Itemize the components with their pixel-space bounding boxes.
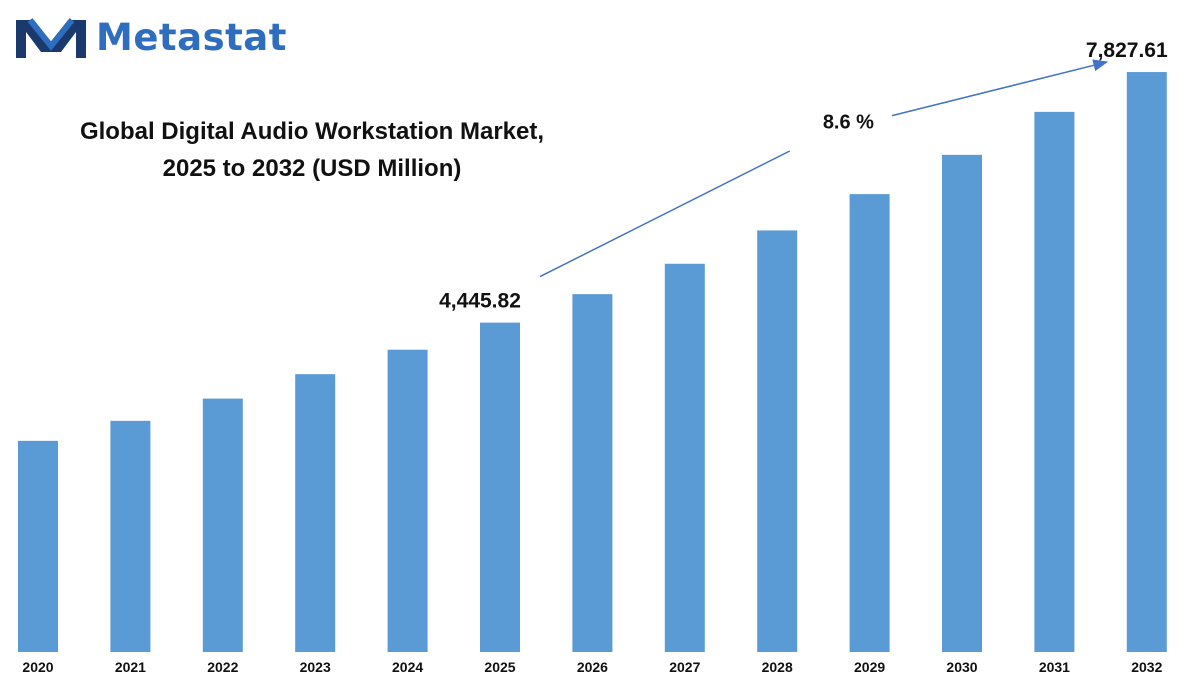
x-tick-label-2023: 2023 <box>300 659 331 675</box>
bar-2020 <box>18 440 58 652</box>
bar-2032 <box>1126 72 1167 652</box>
bar-2025 <box>480 322 520 652</box>
x-tick-label-2026: 2026 <box>577 659 608 675</box>
bar-2022 <box>202 398 243 652</box>
x-tick-label-2027: 2027 <box>669 659 700 675</box>
growth-arrow-segment-2 <box>891 59 1109 117</box>
x-tick-label-2022: 2022 <box>207 659 238 675</box>
bar-2023 <box>295 374 336 652</box>
bar-2029 <box>849 194 890 653</box>
bar-2027 <box>664 263 705 652</box>
brand-name: Metastat <box>96 15 287 59</box>
metastat-logo-icon <box>16 18 86 58</box>
x-tick-label-2031: 2031 <box>1039 659 1070 675</box>
chart-title-line-2: 2025 to 2032 (USD Million) <box>162 155 462 182</box>
bar-2028 <box>757 230 798 652</box>
chart-title-line-1: Global Digital Audio Workstation Market, <box>79 118 545 145</box>
bar-2024 <box>387 349 428 652</box>
bar-2030 <box>942 154 982 652</box>
bar-2031 <box>1034 111 1075 653</box>
x-tick-label-2029: 2029 <box>854 659 885 675</box>
data-label-2032: 7,827.61 <box>1086 39 1168 62</box>
x-tick-label-2032: 2032 <box>1131 659 1162 675</box>
x-tick-label-2024: 2024 <box>392 659 423 675</box>
data-label-2025: 4,445.82 <box>439 290 521 313</box>
x-tick-label-2025: 2025 <box>484 659 515 675</box>
growth-arrow-segment-1 <box>539 150 791 278</box>
brand-logo: Metastat <box>12 10 287 64</box>
x-tick-label-2028: 2028 <box>762 659 793 675</box>
bar-2021 <box>110 420 151 652</box>
bar-2026 <box>572 294 613 652</box>
x-tick-label-2021: 2021 <box>115 659 146 675</box>
cagr-annotation: 8.6 % <box>823 111 874 133</box>
x-tick-label-2020: 2020 <box>22 659 53 675</box>
chart-title: Global Digital Audio Workstation Market,… <box>22 113 602 187</box>
x-tick-label-2030: 2030 <box>946 659 977 675</box>
